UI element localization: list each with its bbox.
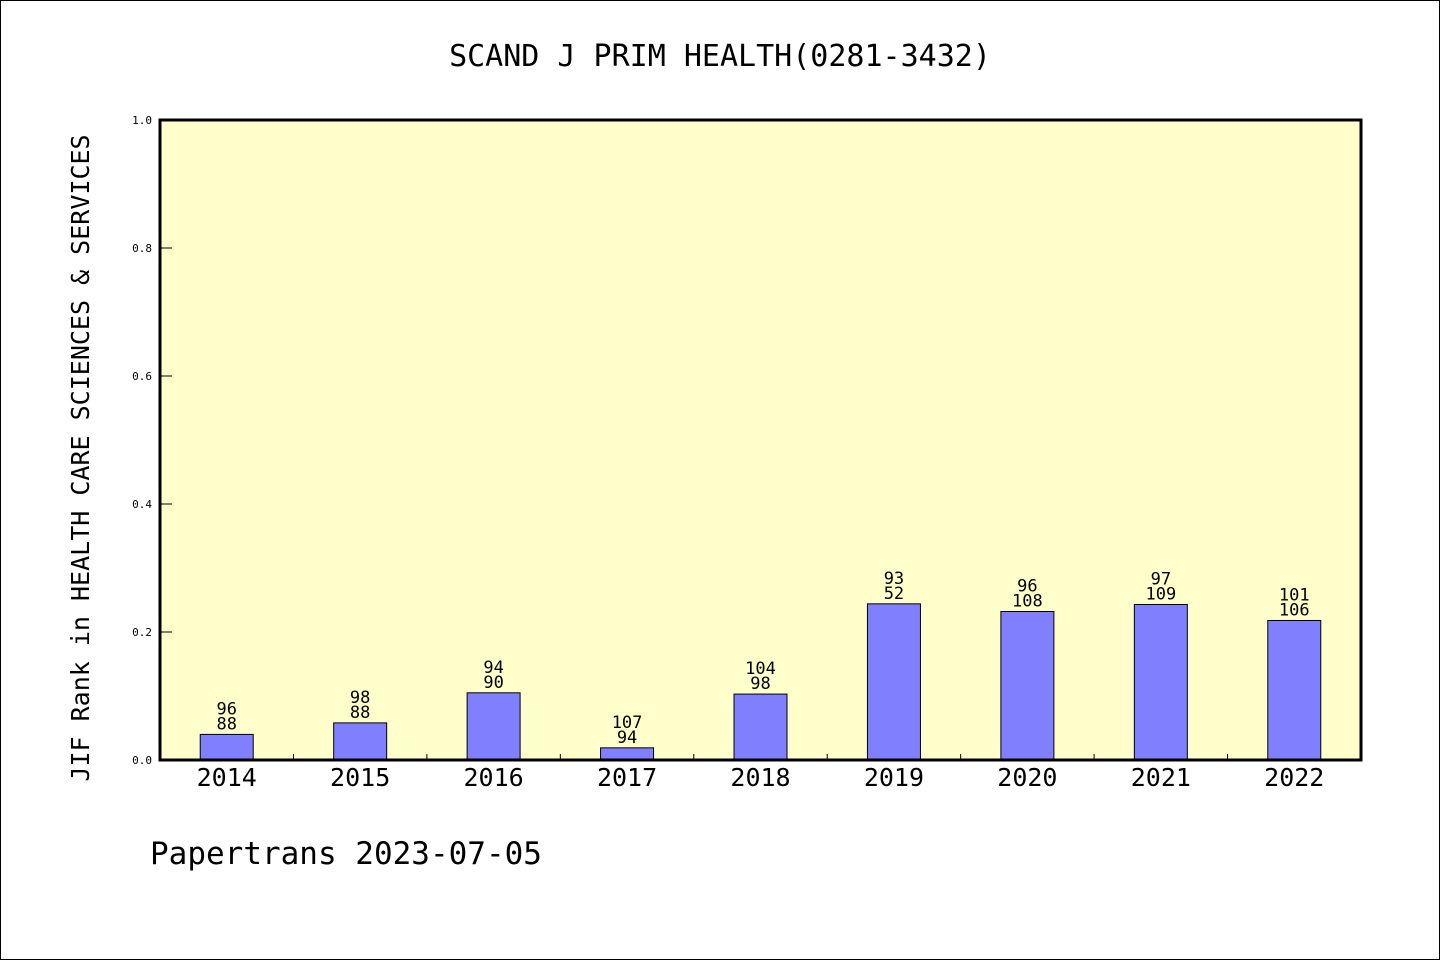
bar-2015 — [333, 722, 388, 761]
bar-label-bottom-2014: 88 — [216, 714, 236, 734]
y-tick-label: 0.6 — [132, 370, 152, 383]
bar-label-bottom-2021: 109 — [1145, 584, 1176, 604]
y-tick-label: 0.0 — [132, 754, 152, 767]
bar-2018 — [733, 693, 788, 761]
bar-2019 — [866, 603, 921, 761]
x-tick-label-2016: 2016 — [464, 763, 524, 792]
x-tick-label-2015: 2015 — [330, 763, 390, 792]
bar-2021 — [1133, 603, 1188, 761]
bar-label-bottom-2020: 108 — [1012, 592, 1043, 612]
bar-2014 — [199, 733, 254, 761]
x-tick-label-2022: 2022 — [1264, 763, 1324, 792]
chart-title: SCAND J PRIM HEALTH(0281-3432) — [449, 39, 991, 74]
bar-label-top-2019: 93 — [884, 569, 904, 589]
x-tick-label-2020: 2020 — [997, 763, 1057, 792]
bar-2020 — [1000, 611, 1055, 761]
bar-label-bottom-2018: 98 — [750, 674, 770, 694]
bar-label-top-2018: 104 — [745, 659, 776, 679]
bar-label-top-2015: 98 — [350, 688, 370, 708]
y-tick-label: 0.8 — [132, 242, 152, 255]
bar-label-top-2021: 97 — [1151, 569, 1171, 589]
bar-label-bottom-2019: 52 — [884, 584, 904, 604]
bar-label-top-2014: 96 — [216, 699, 236, 719]
bar-label-top-2022: 101 — [1279, 585, 1310, 605]
plot-border — [158, 118, 1363, 762]
bar-label-bottom-2022: 106 — [1279, 600, 1310, 620]
bar-label-top-2017: 107 — [612, 713, 643, 733]
x-axis-ticks: 2014 2015 2016 2017 2018 2019 2020 2021 2022 — [197, 754, 1324, 792]
y-tick-label: 1.0 — [132, 114, 152, 127]
bar-2022 — [1267, 619, 1322, 761]
x-tick-label-2017: 2017 — [597, 763, 657, 792]
bar-2016 — [466, 692, 521, 761]
bar-label-bottom-2015: 88 — [350, 703, 370, 723]
bar-label-top-2020: 96 — [1017, 577, 1037, 597]
bar-label-bottom-2016: 90 — [483, 673, 503, 693]
footer-credit: Papertrans 2023-07-05 — [150, 836, 542, 872]
y-axis-label: JIF Rank in HEALTH CARE SCIENCES & SERVI… — [66, 134, 95, 781]
x-tick-label-2014: 2014 — [197, 763, 257, 792]
bar-2017 — [600, 747, 655, 761]
y-tick-label: 0.4 — [132, 498, 152, 511]
y-tick-label: 0.2 — [132, 626, 152, 639]
bar-label-top-2016: 94 — [483, 658, 503, 678]
bar-label-bottom-2017: 94 — [617, 728, 637, 748]
x-tick-label-2019: 2019 — [864, 763, 924, 792]
x-tick-label-2021: 2021 — [1131, 763, 1191, 792]
x-tick-label-2018: 2018 — [730, 763, 790, 792]
